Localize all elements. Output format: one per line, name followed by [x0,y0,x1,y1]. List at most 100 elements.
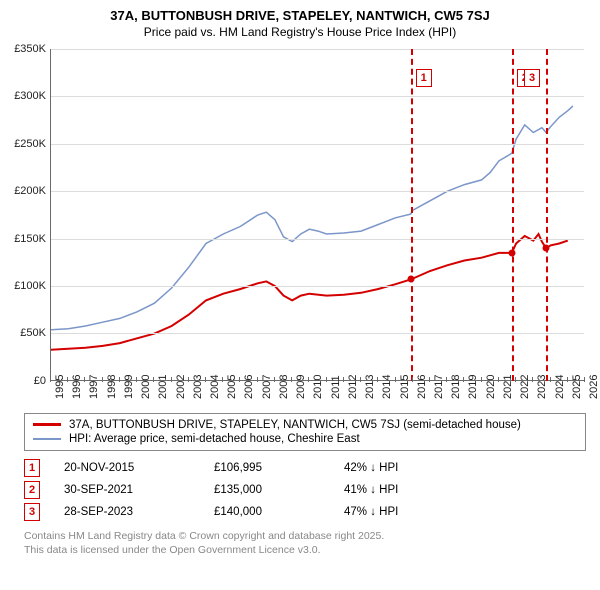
x-axis-label: 2013 [364,374,376,398]
sale-dot [407,276,414,283]
legend-row: HPI: Average price, semi-detached house,… [33,432,577,446]
sale-date: 30-SEP-2021 [64,484,194,496]
marker-box: 3 [524,69,540,87]
legend: 37A, BUTTONBUSH DRIVE, STAPELEY, NANTWIC… [24,413,586,451]
y-axis-label: £150K [14,233,46,245]
legend-swatch [33,438,61,440]
x-tick [136,377,137,382]
gridline [51,96,584,97]
legend-row: 37A, BUTTONBUSH DRIVE, STAPELEY, NANTWIC… [33,418,577,432]
x-tick [515,377,516,382]
x-axis-label: 2002 [175,374,187,398]
x-axis-label: 2003 [192,374,204,398]
x-tick [343,377,344,382]
y-axis-label: £0 [34,375,46,387]
x-tick [429,377,430,382]
x-tick [171,377,172,382]
sale-price: £140,000 [214,506,324,518]
legend-label: 37A, BUTTONBUSH DRIVE, STAPELEY, NANTWIC… [69,419,521,431]
gridline [51,333,584,334]
x-tick [532,377,533,382]
gridline [51,239,584,240]
x-tick [84,377,85,382]
sale-marker-icon: 1 [24,459,40,477]
table-row: 120-NOV-2015£106,99542% ↓ HPI [24,457,586,479]
x-tick [291,377,292,382]
x-axis-label: 2022 [519,374,531,398]
sale-price: £135,000 [214,484,324,496]
y-axis-label: £250K [14,138,46,150]
x-axis-label: 1999 [123,374,135,398]
footer-line-1: Contains HM Land Registry data © Crown c… [24,529,586,543]
footer-line-2: This data is licensed under the Open Gov… [24,543,586,557]
table-row: 2 30-SEP-2021 £135,000 41% ↓ HPI [24,479,586,501]
x-axis-label: 2015 [399,374,411,398]
x-tick [119,377,120,382]
x-axis-label: 2017 [433,374,445,398]
gridline [51,144,584,145]
x-axis-label: 2000 [140,374,152,398]
y-axis-label: £50K [20,327,46,339]
sale-dot [543,245,550,252]
legend-label: HPI: Average price, semi-detached house,… [69,433,360,445]
x-axis-label: 2020 [485,374,497,398]
series-price_paid [51,234,568,350]
x-tick [222,377,223,382]
x-tick [412,377,413,382]
gridline [51,286,584,287]
x-tick [567,377,568,382]
x-axis-label: 2019 [467,374,479,398]
y-axis-label: £300K [14,90,46,102]
x-axis-label: 2018 [450,374,462,398]
x-tick [326,377,327,382]
x-axis-label: 1997 [88,374,100,398]
x-tick [102,377,103,382]
y-axis-label: £200K [14,185,46,197]
x-tick [67,377,68,382]
chart-area: 123 £0£50K£100K£150K£200K£250K£300K£350K… [10,45,590,405]
x-axis-label: 2021 [502,374,514,398]
x-tick [274,377,275,382]
x-axis-label: 2008 [278,374,290,398]
x-tick [308,377,309,382]
chart-title: 37A, BUTTONBUSH DRIVE, STAPELEY, NANTWIC… [10,8,590,25]
line-chart-svg [51,49,585,381]
sale-marker-icon: 2 [24,481,40,499]
x-tick [498,377,499,382]
x-axis-label: 2014 [381,374,393,398]
gridline [51,49,584,50]
legend-swatch [33,423,61,426]
x-tick [50,377,51,382]
sale-date: 28-SEP-2023 [64,506,194,518]
x-axis-label: 2001 [157,374,169,398]
footer: Contains HM Land Registry data © Crown c… [24,529,586,557]
x-axis-label: 2007 [261,374,273,398]
x-tick [395,377,396,382]
sale-hpi: 41% ↓ HPI [344,484,474,496]
x-axis-label: 2026 [588,374,600,398]
x-axis-label: 2005 [226,374,238,398]
marker-box: 1 [416,69,432,87]
x-tick [463,377,464,382]
sale-hpi: 47% ↓ HPI [344,506,474,518]
x-tick [584,377,585,382]
x-axis-label: 1996 [71,374,83,398]
x-axis-label: 2016 [416,374,428,398]
plot: 123 [50,49,584,381]
x-axis-label: 2009 [295,374,307,398]
x-axis-label: 2004 [209,374,221,398]
sale-marker-icon: 3 [24,503,40,521]
x-axis-label: 1995 [54,374,66,398]
x-tick [257,377,258,382]
x-tick [550,377,551,382]
y-axis-label: £350K [14,43,46,55]
x-tick [153,377,154,382]
sale-hpi: 42% ↓ HPI [344,462,474,474]
x-axis-label: 2023 [536,374,548,398]
x-axis-label: 2025 [571,374,583,398]
x-axis-label: 2006 [243,374,255,398]
x-axis-label: 1998 [106,374,118,398]
chart-subtitle: Price paid vs. HM Land Registry's House … [10,25,590,39]
x-tick [360,377,361,382]
marker-line [411,49,413,381]
